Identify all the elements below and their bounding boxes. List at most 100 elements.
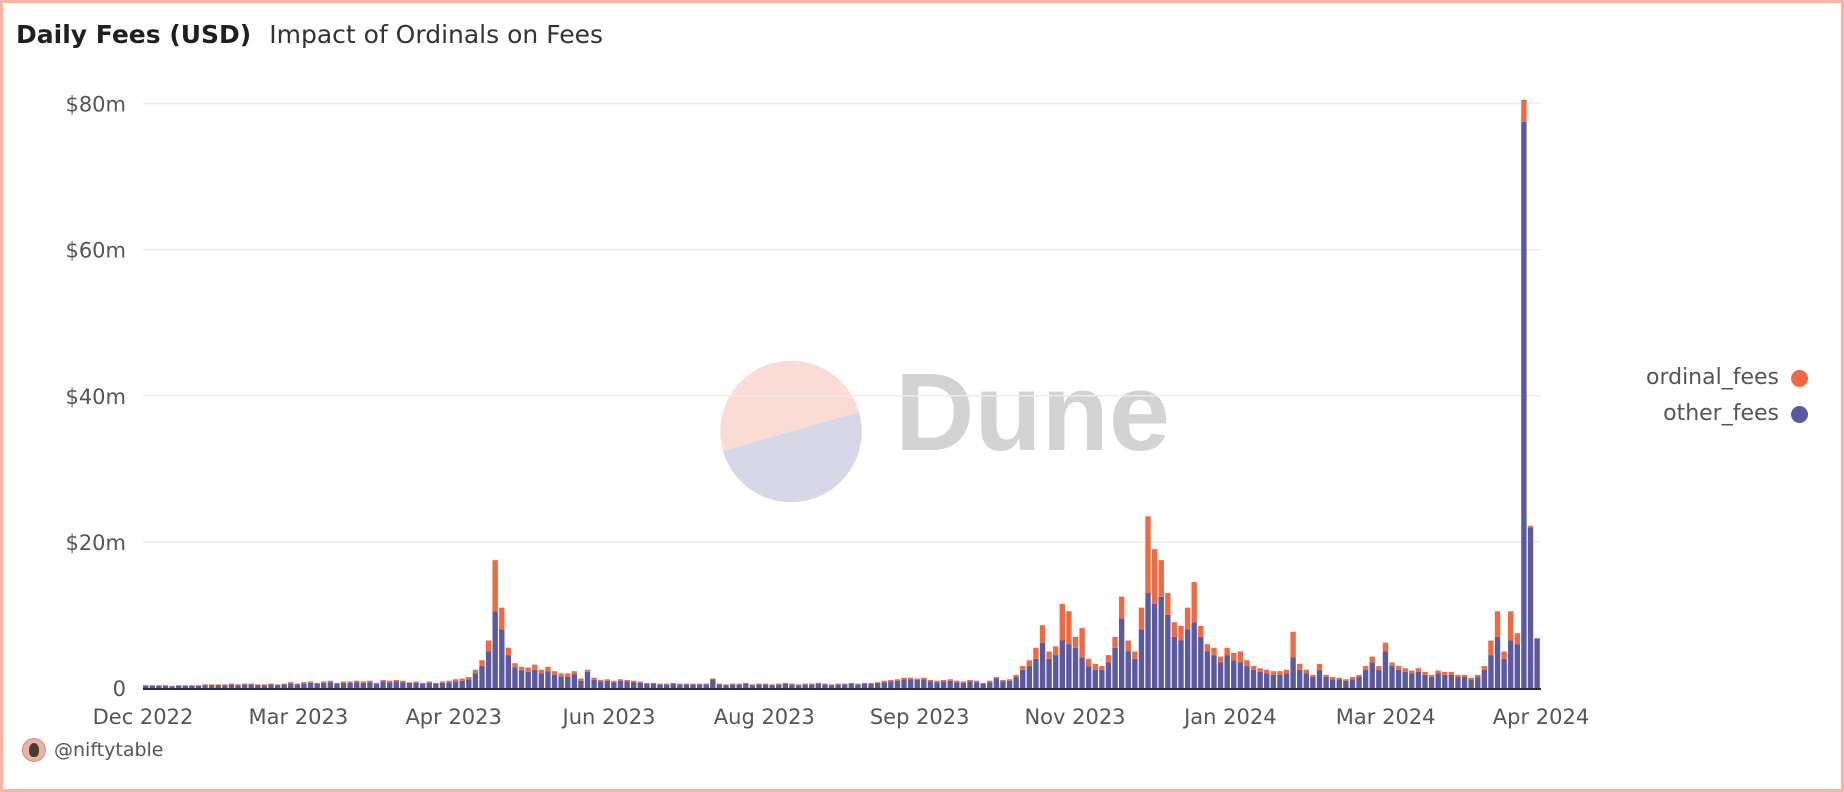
bar-ordinal-fees[interactable] <box>156 685 162 686</box>
bar-ordinal-fees[interactable] <box>518 666 525 671</box>
bar-other-fees[interactable] <box>914 679 920 688</box>
bar-ordinal-fees[interactable] <box>795 684 802 686</box>
bar-other-fees[interactable] <box>1257 671 1263 688</box>
bar-ordinal-fees[interactable] <box>848 682 854 684</box>
bar-ordinal-fees[interactable] <box>762 683 769 685</box>
bar-ordinal-fees[interactable] <box>650 682 657 684</box>
bar-ordinal-fees[interactable] <box>545 666 551 672</box>
bar-ordinal-fees[interactable] <box>551 671 558 675</box>
bar-other-fees[interactable] <box>1343 680 1349 688</box>
bar-other-fees[interactable] <box>1389 666 1395 688</box>
author-footer[interactable]: @niftytable <box>22 738 164 762</box>
bar-ordinal-fees[interactable] <box>809 683 815 685</box>
bar-other-fees[interactable] <box>261 685 268 688</box>
bar-ordinal-fees[interactable] <box>1521 99 1527 122</box>
bar-other-fees[interactable] <box>1521 121 1527 688</box>
bar-other-fees[interactable] <box>954 682 960 688</box>
bar-ordinal-fees[interactable] <box>1488 640 1494 656</box>
bar-other-fees[interactable] <box>1356 677 1362 688</box>
bar-ordinal-fees[interactable] <box>822 683 828 685</box>
bar-ordinal-fees[interactable] <box>1204 644 1211 652</box>
bar-other-fees[interactable] <box>1264 673 1270 688</box>
bar-ordinal-fees[interactable] <box>485 640 492 652</box>
bar-ordinal-fees[interactable] <box>690 683 696 685</box>
bar-other-fees[interactable] <box>927 681 934 688</box>
bar-other-fees[interactable] <box>1184 629 1191 688</box>
bar-other-fees[interactable] <box>901 679 907 688</box>
bar-ordinal-fees[interactable] <box>1310 674 1316 678</box>
bar-ordinal-fees[interactable] <box>321 681 327 683</box>
bar-other-fees[interactable] <box>1475 677 1481 688</box>
bar-other-fees[interactable] <box>1508 640 1514 688</box>
bar-ordinal-fees[interactable] <box>175 685 182 686</box>
bar-other-fees[interactable] <box>1059 640 1066 688</box>
bar-other-fees[interactable] <box>848 683 854 688</box>
bar-other-fees[interactable] <box>1244 666 1250 688</box>
bar-other-fees[interactable] <box>921 679 927 688</box>
bar-other-fees[interactable] <box>1415 671 1422 688</box>
bar-ordinal-fees[interactable] <box>419 682 426 684</box>
bar-ordinal-fees[interactable] <box>1362 666 1369 670</box>
bar-ordinal-fees[interactable] <box>954 680 960 683</box>
bar-ordinal-fees[interactable] <box>696 683 703 685</box>
bar-ordinal-fees[interactable] <box>947 679 953 681</box>
bar-other-fees[interactable] <box>518 670 525 688</box>
bar-other-fees[interactable] <box>1514 644 1521 688</box>
bar-other-fees[interactable] <box>202 685 208 688</box>
bar-ordinal-fees[interactable] <box>479 660 485 667</box>
bar-ordinal-fees[interactable] <box>934 680 940 683</box>
bar-other-fees[interactable] <box>729 684 736 688</box>
bar-ordinal-fees[interactable] <box>1000 679 1006 682</box>
bar-ordinal-fees[interactable] <box>466 677 472 680</box>
bar-other-fees[interactable] <box>235 685 241 688</box>
bar-other-fees[interactable] <box>644 683 650 688</box>
bar-ordinal-fees[interactable] <box>1283 669 1290 674</box>
bar-ordinal-fees[interactable] <box>901 677 907 680</box>
bar-other-fees[interactable] <box>1534 638 1540 688</box>
bar-other-fees[interactable] <box>525 671 531 688</box>
bar-ordinal-fees[interactable] <box>729 683 736 685</box>
bar-ordinal-fees[interactable] <box>1132 651 1138 659</box>
bar-ordinal-fees[interactable] <box>255 684 261 686</box>
bar-other-fees[interactable] <box>393 681 399 688</box>
bar-ordinal-fees[interactable] <box>347 681 353 683</box>
bar-ordinal-fees[interactable] <box>274 684 281 686</box>
bar-other-fees[interactable] <box>360 682 367 688</box>
bar-other-fees[interactable] <box>795 685 802 688</box>
bar-other-fees[interactable] <box>1428 677 1435 688</box>
bar-ordinal-fees[interactable] <box>1494 611 1501 637</box>
bar-other-fees[interactable] <box>281 684 287 688</box>
bar-ordinal-fees[interactable] <box>1389 662 1395 667</box>
bar-ordinal-fees[interactable] <box>921 677 927 680</box>
bar-ordinal-fees[interactable] <box>855 683 861 685</box>
bar-other-fees[interactable] <box>558 676 564 688</box>
bar-ordinal-fees[interactable] <box>1343 679 1349 681</box>
bar-other-fees[interactable] <box>690 684 696 688</box>
legend-item-ordinal-fees[interactable]: ordinal_fees <box>1646 360 1808 396</box>
bar-ordinal-fees[interactable] <box>241 683 248 685</box>
bar-ordinal-fees[interactable] <box>189 685 195 686</box>
bar-other-fees[interactable] <box>380 681 386 688</box>
bar-ordinal-fees[interactable] <box>1053 646 1059 656</box>
bar-ordinal-fees[interactable] <box>1158 560 1164 597</box>
bar-ordinal-fees[interactable] <box>1435 670 1441 674</box>
bar-other-fees[interactable] <box>1053 655 1059 688</box>
bar-ordinal-fees[interactable] <box>532 664 538 670</box>
bar-ordinal-fees[interactable] <box>202 684 208 686</box>
bar-other-fees[interactable] <box>1250 669 1257 688</box>
bar-other-fees[interactable] <box>1066 644 1072 688</box>
bar-ordinal-fees[interactable] <box>987 680 993 683</box>
bar-other-fees[interactable] <box>499 629 505 688</box>
bar-ordinal-fees[interactable] <box>888 679 894 682</box>
bar-ordinal-fees[interactable] <box>1349 677 1356 680</box>
bar-ordinal-fees[interactable] <box>1382 642 1389 652</box>
bar-ordinal-fees[interactable] <box>914 678 920 680</box>
bar-ordinal-fees[interactable] <box>927 679 934 682</box>
bar-other-fees[interactable] <box>1303 673 1309 688</box>
bar-ordinal-fees[interactable] <box>1356 674 1362 678</box>
legend-item-other-fees[interactable]: other_fees <box>1646 396 1808 432</box>
bar-other-fees[interactable] <box>565 677 571 688</box>
bar-ordinal-fees[interactable] <box>1442 671 1448 675</box>
bar-ordinal-fees[interactable] <box>677 683 683 685</box>
bar-ordinal-fees[interactable] <box>1376 666 1382 670</box>
